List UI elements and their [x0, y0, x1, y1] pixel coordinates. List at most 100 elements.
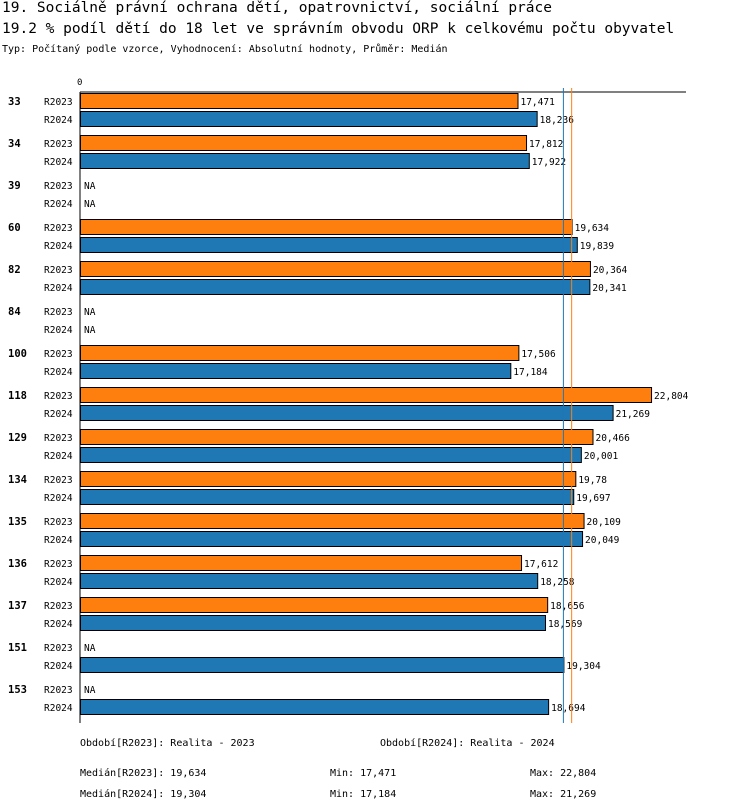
bar [80, 405, 614, 421]
series-label: R2024 [44, 661, 73, 672]
bar [80, 471, 577, 487]
series-label: R2024 [44, 703, 73, 714]
series-label: R2024 [44, 157, 73, 168]
series-label: R2024 [44, 241, 73, 252]
median-2023-text: Medián[R2023]: 19,634 [80, 768, 207, 779]
series-label: R2023 [44, 349, 73, 360]
bar [80, 111, 538, 127]
data-label: 20,364 [593, 265, 628, 276]
bar [80, 657, 565, 673]
na-label: NA [84, 685, 96, 696]
data-label: 20,341 [592, 283, 627, 294]
group-label: 82 [8, 264, 21, 276]
series-label: R2023 [44, 223, 73, 234]
data-label: 19,634 [575, 223, 610, 234]
series-label: R2024 [44, 283, 73, 294]
data-label: 18,694 [551, 703, 586, 714]
series-label: R2023 [44, 685, 73, 696]
data-label: 19,78 [578, 475, 607, 486]
series-label: R2024 [44, 367, 73, 378]
series-label: R2024 [44, 577, 73, 588]
bar [80, 489, 575, 505]
data-label: 22,804 [654, 391, 689, 402]
series-label: R2023 [44, 139, 73, 150]
bar [80, 699, 550, 715]
data-label: 19,697 [576, 493, 610, 504]
group-label: 33 [8, 96, 21, 108]
group-label: 135 [8, 516, 27, 528]
bar [80, 573, 539, 589]
group-label: 39 [8, 180, 21, 192]
series-label: R2024 [44, 115, 73, 126]
data-label: 18,236 [540, 115, 575, 126]
series-label: R2024 [44, 619, 73, 630]
bar [80, 135, 528, 151]
group-label: 137 [8, 600, 27, 612]
data-label: 17,812 [529, 139, 563, 150]
min-2024-text: Min: 17,184 [330, 789, 397, 800]
series-label: R2024 [44, 325, 73, 336]
group-label: 129 [8, 432, 27, 444]
na-label: NA [84, 181, 96, 192]
group-label: 60 [8, 222, 21, 234]
series-label: R2023 [44, 643, 73, 654]
data-label: 20,001 [584, 451, 619, 462]
group-label: 153 [8, 684, 27, 696]
data-label: 17,184 [513, 367, 548, 378]
series-label: R2023 [44, 433, 73, 444]
data-label: 18,656 [550, 601, 585, 612]
bar [80, 261, 591, 277]
bar [80, 219, 573, 235]
series-label: R2023 [44, 391, 73, 402]
bar [80, 513, 585, 529]
bar [80, 597, 549, 613]
bar [80, 531, 584, 547]
chart-info: Typ: Počítaný podle vzorce, Vyhodnocení:… [2, 44, 448, 55]
data-label: 18,569 [548, 619, 583, 630]
data-label: 17,506 [521, 349, 556, 360]
na-label: NA [84, 325, 96, 336]
series-label: R2024 [44, 409, 73, 420]
na-label: NA [84, 643, 96, 654]
bar [80, 555, 523, 571]
series-label: R2023 [44, 601, 73, 612]
group-label: 151 [8, 642, 27, 654]
series-label: R2024 [44, 199, 73, 210]
series-label: R2023 [44, 307, 73, 318]
data-label: 20,109 [587, 517, 622, 528]
na-label: NA [84, 307, 96, 318]
max-2024-text: Max: 21,269 [530, 789, 597, 800]
data-label: 21,269 [616, 409, 651, 420]
group-label: 100 [8, 348, 27, 360]
min-2023-text: Min: 17,471 [330, 768, 397, 779]
series-label: R2023 [44, 265, 73, 276]
bar [80, 153, 530, 169]
bar [80, 363, 512, 379]
bar [80, 279, 591, 295]
axis-zero-label: 0 [77, 78, 82, 88]
na-label: NA [84, 199, 96, 210]
series-label: R2023 [44, 97, 73, 108]
bar [80, 345, 520, 361]
series-label: R2024 [44, 451, 73, 462]
series-label: R2023 [44, 475, 73, 486]
median-2024-text: Medián[R2024]: 19,304 [80, 789, 207, 800]
chart-subtitle: 19.2 % podíl dětí do 18 let ve správním … [2, 21, 675, 37]
bar [80, 93, 519, 109]
data-label: 18,258 [540, 577, 575, 588]
data-label: 19,304 [566, 661, 601, 672]
data-label: 20,466 [595, 433, 630, 444]
series-label: R2024 [44, 535, 73, 546]
group-label: 118 [8, 390, 27, 402]
bar [80, 447, 582, 463]
legend-period-2024: Období[R2024]: Realita - 2024 [380, 738, 555, 749]
group-label: 134 [8, 474, 27, 486]
data-label: 17,612 [524, 559, 558, 570]
group-label: 34 [8, 138, 21, 150]
max-2023-text: Max: 22,804 [530, 768, 597, 779]
data-label: 20,049 [585, 535, 620, 546]
data-label: 17,922 [532, 157, 566, 168]
series-label: R2023 [44, 181, 73, 192]
series-label: R2023 [44, 517, 73, 528]
